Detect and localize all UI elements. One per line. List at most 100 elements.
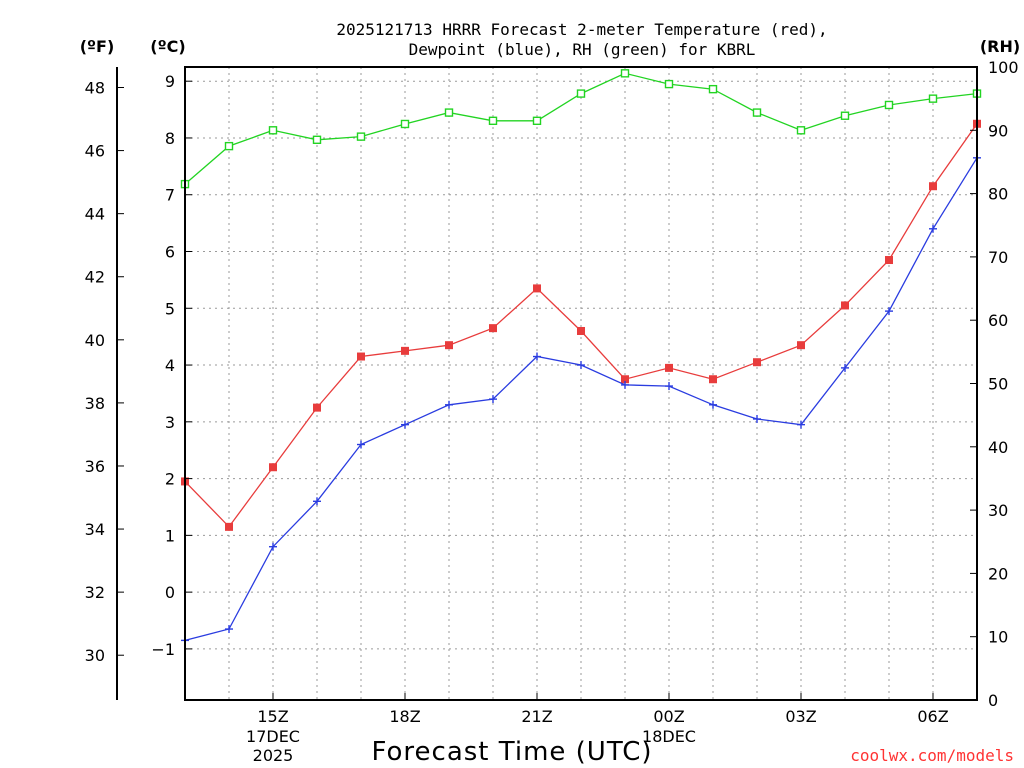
temperature-point	[929, 182, 937, 191]
fahrenheit-tick-label: 30	[85, 646, 105, 665]
axis-layer: −101234567893032343638404244464801020304…	[85, 58, 1019, 765]
rh-point	[620, 69, 630, 78]
rh-tick-label: 40	[988, 438, 1008, 457]
x-tick-label: 00Z	[653, 707, 684, 726]
rh-point	[268, 126, 278, 135]
rh-tick-label: 100	[988, 58, 1019, 77]
rh-point	[444, 108, 454, 117]
x-date-label: 18DEC	[642, 727, 696, 746]
temperature-point	[753, 358, 761, 367]
celsius-tick-label: 8	[165, 129, 175, 148]
dewpoint-point	[621, 380, 629, 389]
fahrenheit-tick-label: 32	[85, 583, 105, 602]
dewpoint-point	[313, 497, 321, 506]
fahrenheit-tick-label: 48	[85, 79, 105, 98]
rh-point	[356, 132, 366, 141]
rh-point	[488, 116, 498, 126]
temperature-point	[533, 284, 541, 293]
celsius-tick-label: 7	[165, 186, 175, 205]
rh-point	[708, 84, 718, 94]
celsius-tick-label: 5	[165, 299, 175, 318]
dewpoint-point	[401, 420, 409, 429]
dewpoint-point	[929, 224, 937, 233]
fahrenheit-tick-label: 34	[85, 520, 105, 539]
dewpoint-point	[885, 307, 893, 316]
plot-frame	[184, 66, 978, 701]
x-tick-label: 18Z	[389, 707, 420, 726]
x-tick-label: 21Z	[521, 707, 552, 726]
temperature-point	[445, 341, 453, 350]
rh-point	[840, 111, 850, 120]
credit-text: coolwx.com/models	[850, 746, 1014, 765]
temperature-point	[577, 326, 585, 335]
x-axis-title: Forecast Time (UTC)	[371, 737, 652, 767]
celsius-tick-label: 3	[165, 413, 175, 432]
temperature-point	[269, 463, 277, 472]
dewpoint-point	[797, 420, 805, 429]
temperature-point	[797, 341, 805, 350]
fahrenheit-tick-label: 44	[85, 205, 105, 224]
dewpoint-point	[489, 395, 497, 404]
rh-tick-label: 70	[988, 248, 1008, 267]
rh-point	[928, 94, 938, 103]
rh-point	[532, 116, 542, 126]
celsius-tick-label: 4	[165, 356, 175, 375]
rh-tick-label: 90	[988, 121, 1008, 140]
grid-layer	[185, 67, 977, 700]
fahrenheit-tick-label: 46	[85, 142, 105, 161]
dewpoint-point	[445, 400, 453, 409]
celsius-tick-label: 2	[165, 470, 175, 489]
dewpoint-point	[841, 363, 849, 372]
temperature-point	[665, 363, 673, 372]
temperature-point	[841, 301, 849, 310]
rh-point	[224, 141, 234, 151]
rh-point	[576, 89, 586, 98]
celsius-tick-label: 6	[165, 243, 175, 262]
dewpoint-point	[533, 352, 541, 361]
temperature-point	[709, 375, 717, 384]
temperature-point	[357, 352, 365, 361]
celsius-unit-label: (ºC)	[150, 37, 185, 56]
celsius-tick-label: 1	[165, 526, 175, 545]
rh-point	[752, 108, 762, 117]
x-year-label: 2025	[253, 746, 294, 765]
x-tick-label: 15Z	[257, 707, 288, 726]
fahrenheit-unit-label: (ºF)	[80, 37, 115, 56]
x-date-label: 17DEC	[246, 727, 300, 746]
rh-point	[884, 100, 894, 110]
fahrenheit-tick-label: 38	[85, 394, 105, 413]
temperature-point	[621, 375, 629, 384]
rh-point	[796, 126, 806, 135]
rh-point	[664, 79, 674, 89]
rh-tick-label: 10	[988, 628, 1008, 647]
x-tick-label: 06Z	[917, 707, 948, 726]
temperature-point	[489, 324, 497, 333]
chart-title-line2: Dewpoint (blue), RH (green) for KBRL	[409, 40, 756, 59]
x-tick-label: 03Z	[785, 707, 816, 726]
rh-tick-label: 0	[988, 691, 998, 710]
fahrenheit-tick-label: 42	[85, 268, 105, 287]
rh-point	[400, 119, 410, 129]
dewpoint-point	[753, 414, 761, 423]
dewpoint-point	[225, 625, 233, 634]
celsius-tick-label: 9	[165, 72, 175, 91]
chart-title-line1: 2025121713 HRRR Forecast 2-meter Tempera…	[336, 20, 827, 39]
celsius-tick-label: 0	[165, 583, 175, 602]
rh-tick-label: 50	[988, 375, 1008, 394]
rh-unit-label: (RH)	[980, 37, 1020, 56]
dewpoint-point	[357, 440, 365, 449]
temperature-point	[401, 346, 409, 355]
temperature-point	[313, 403, 321, 412]
temperature-point	[885, 256, 893, 265]
dewpoint-point	[577, 361, 585, 370]
temperature-point	[225, 522, 233, 531]
dewpoint-point	[709, 400, 717, 409]
rh-point	[312, 135, 322, 144]
dewpoint-point	[269, 542, 277, 551]
fahrenheit-tick-label: 36	[85, 457, 105, 476]
series-layer	[180, 69, 982, 645]
rh-tick-label: 20	[988, 564, 1008, 583]
dewpoint-point	[665, 382, 673, 391]
